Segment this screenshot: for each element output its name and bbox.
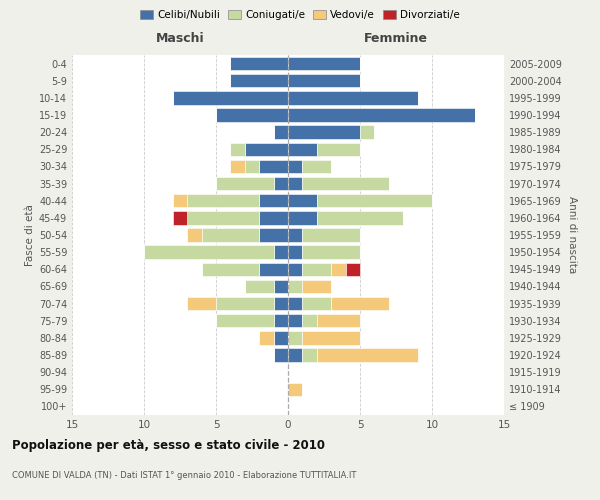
Bar [302,314,317,328]
Bar [274,246,288,259]
Bar [230,160,245,173]
Bar [259,194,288,207]
Bar [331,297,389,310]
Bar [288,108,475,122]
Bar [302,297,331,310]
Bar [317,348,418,362]
Bar [288,228,302,241]
Text: Femmine: Femmine [364,32,428,44]
Bar [274,280,288,293]
Bar [274,314,288,328]
Bar [288,177,302,190]
Bar [187,297,216,310]
Bar [274,177,288,190]
Bar [288,280,302,293]
Text: COMUNE DI VALDA (TN) - Dati ISTAT 1° gennaio 2010 - Elaborazione TUTTITALIA.IT: COMUNE DI VALDA (TN) - Dati ISTAT 1° gen… [12,471,356,480]
Bar [259,262,288,276]
Bar [187,211,259,224]
Bar [144,246,274,259]
Bar [274,297,288,310]
Bar [288,262,302,276]
Bar [173,211,187,224]
Bar [216,314,274,328]
Bar [288,382,302,396]
Bar [302,280,331,293]
Bar [317,142,360,156]
Bar [288,314,302,328]
Bar [317,194,432,207]
Bar [245,280,274,293]
Y-axis label: Fasce di età: Fasce di età [25,204,35,266]
Bar [202,228,259,241]
Text: Popolazione per età, sesso e stato civile - 2010: Popolazione per età, sesso e stato civil… [12,440,325,452]
Bar [173,91,288,104]
Bar [317,211,403,224]
Bar [259,228,288,241]
Bar [288,211,317,224]
Bar [302,228,360,241]
Bar [317,314,360,328]
Bar [274,348,288,362]
Bar [274,331,288,344]
Bar [202,262,259,276]
Bar [302,160,331,173]
Bar [288,142,317,156]
Bar [230,142,245,156]
Bar [245,160,259,173]
Bar [288,246,302,259]
Bar [331,262,346,276]
Bar [302,331,360,344]
Bar [302,262,331,276]
Bar [230,57,288,70]
Bar [259,331,274,344]
Bar [245,142,288,156]
Bar [288,57,360,70]
Bar [216,297,274,310]
Bar [187,228,202,241]
Text: Maschi: Maschi [155,32,205,44]
Bar [259,160,288,173]
Bar [288,74,360,88]
Bar [302,348,317,362]
Bar [346,262,360,276]
Bar [288,126,360,139]
Bar [302,177,389,190]
Bar [216,177,274,190]
Bar [288,331,302,344]
Bar [173,194,187,207]
Bar [288,194,317,207]
Bar [216,108,288,122]
Bar [302,246,360,259]
Bar [274,126,288,139]
Bar [187,194,259,207]
Bar [288,297,302,310]
Legend: Celibi/Nubili, Coniugati/e, Vedovi/e, Divorziati/e: Celibi/Nubili, Coniugati/e, Vedovi/e, Di… [139,8,461,22]
Bar [230,74,288,88]
Bar [288,160,302,173]
Bar [288,91,418,104]
Bar [288,348,302,362]
Bar [360,126,374,139]
Y-axis label: Anni di nascita: Anni di nascita [567,196,577,274]
Bar [259,211,288,224]
